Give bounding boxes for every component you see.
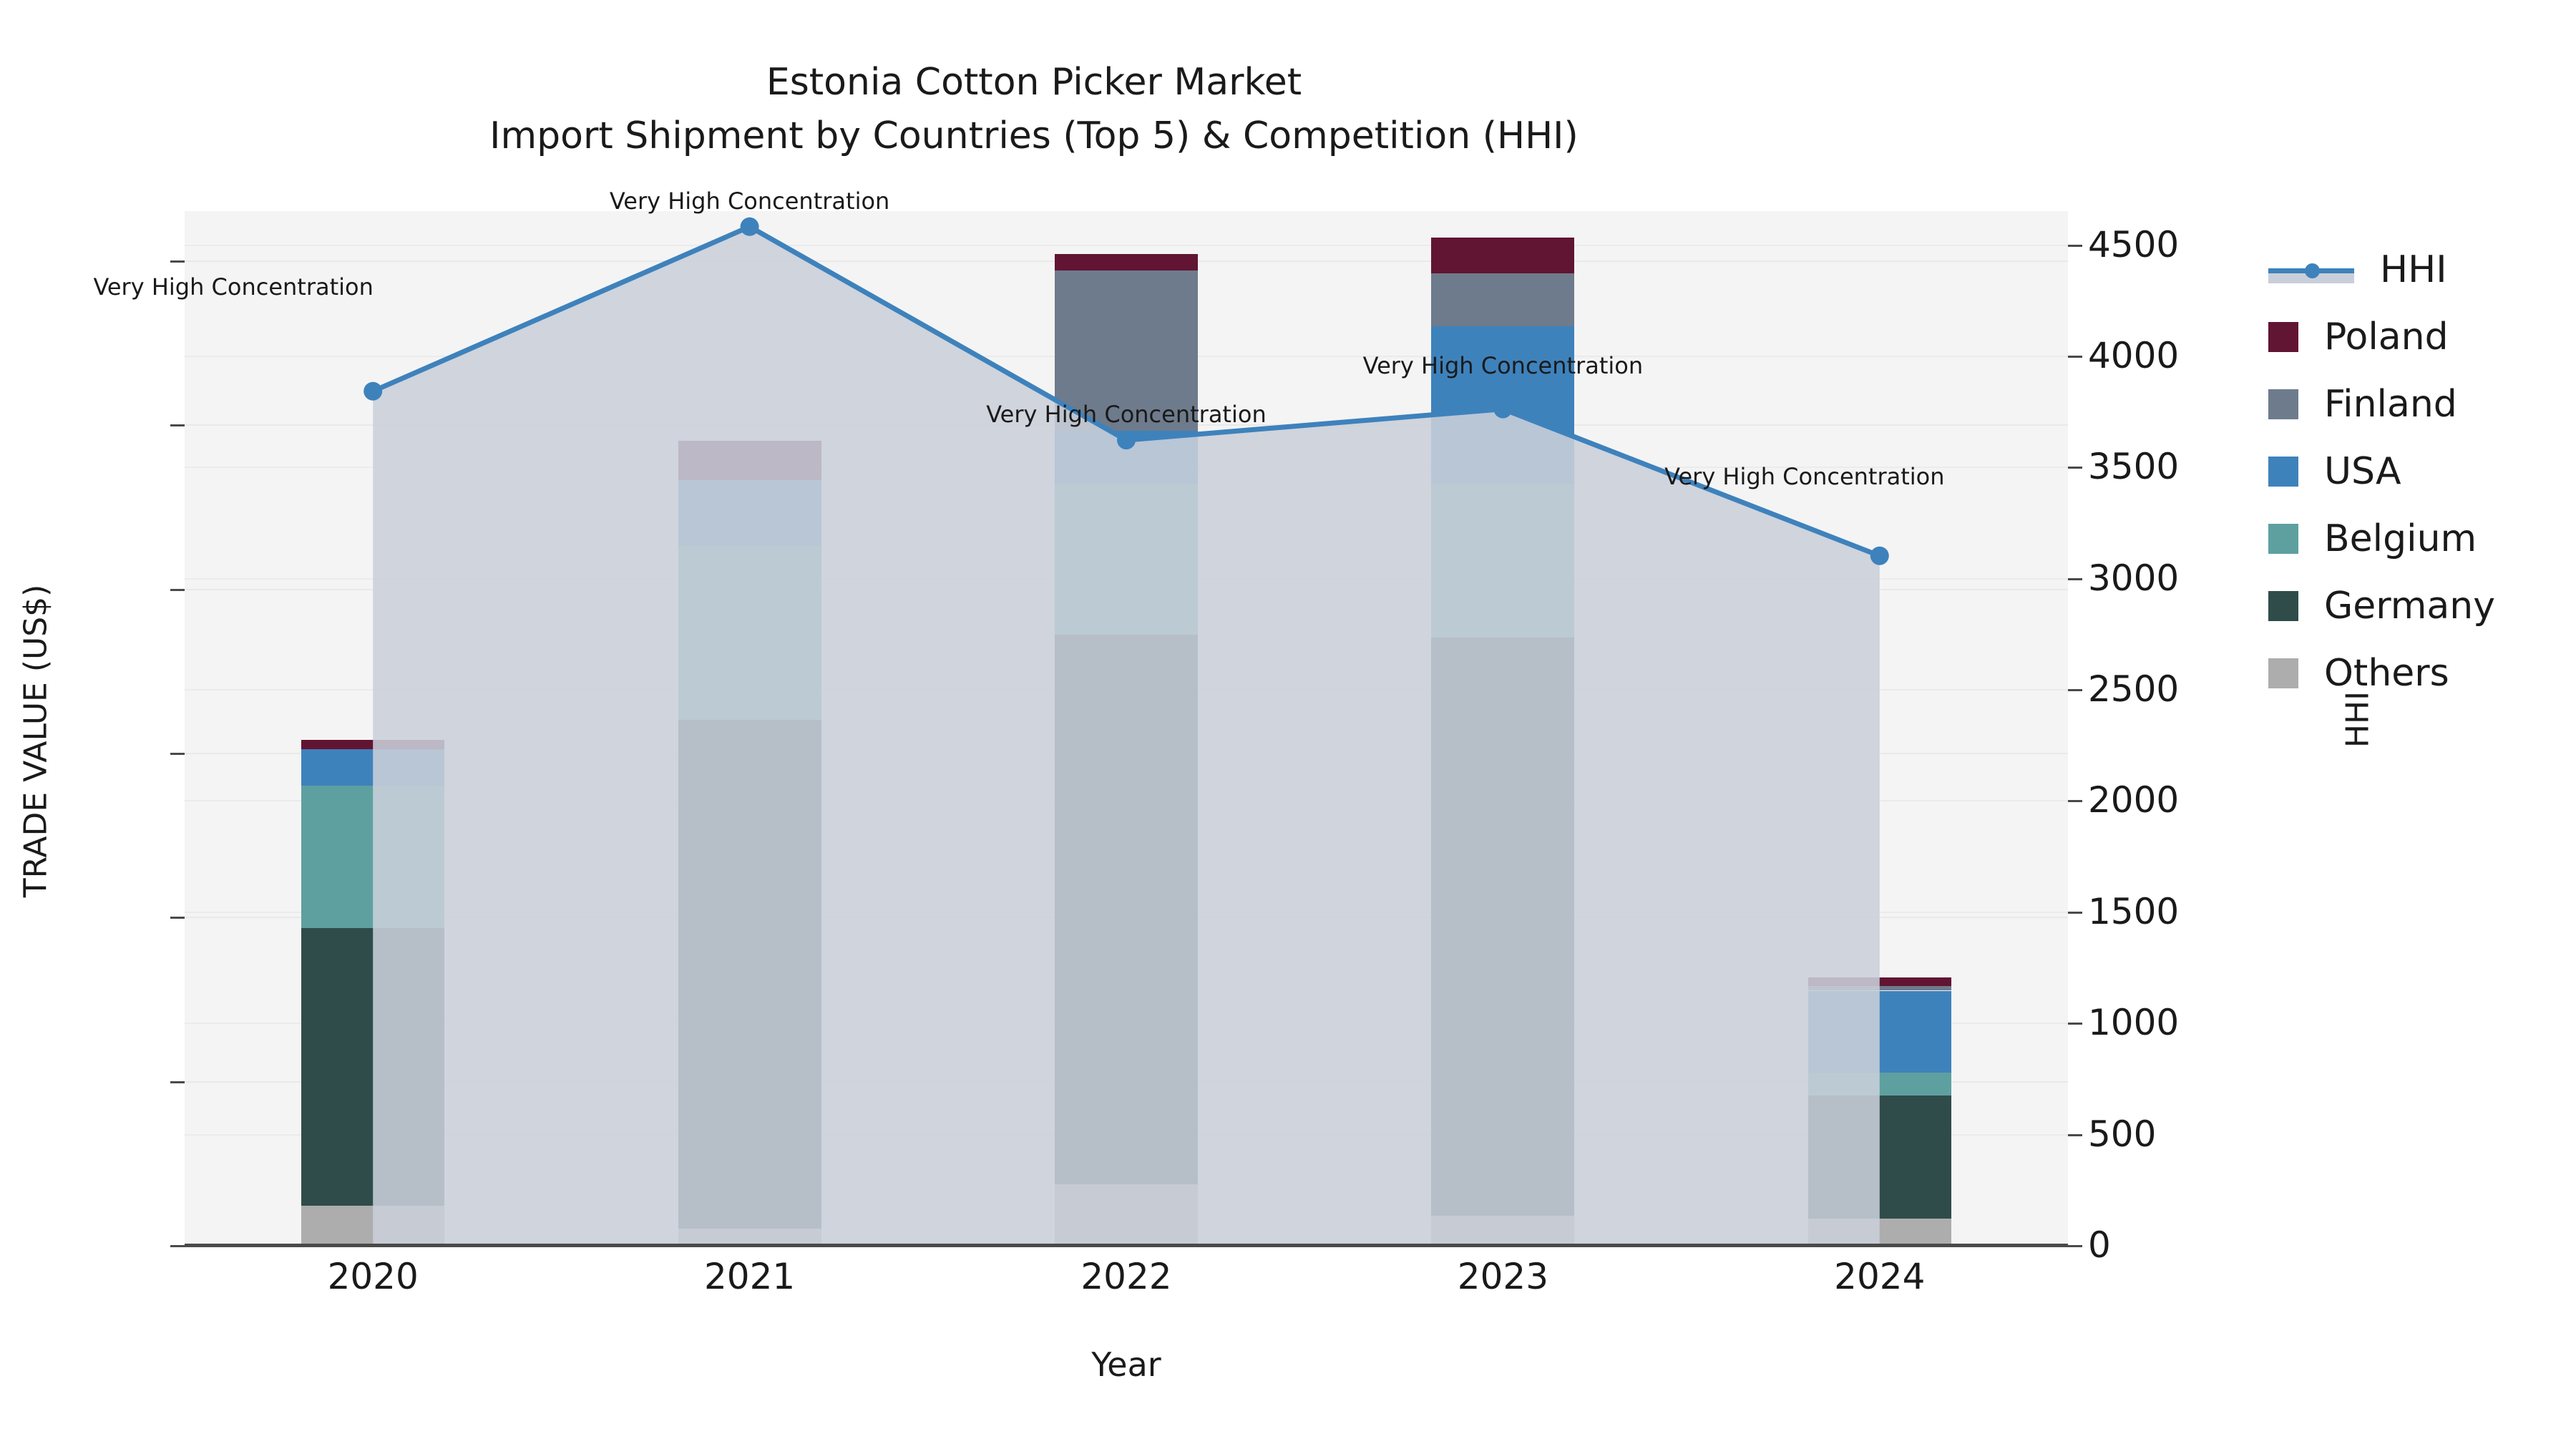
- legend-label: HHI: [2380, 248, 2447, 291]
- legend-item-belgium[interactable]: Belgium: [2268, 505, 2495, 572]
- y-tick-right: 500: [2088, 1113, 2157, 1155]
- bar-segment-finland[interactable]: [1055, 270, 1198, 431]
- x-tick-2022: 2022: [1080, 1256, 1172, 1297]
- y-tickmark-right: [2068, 355, 2082, 358]
- annotation-2021: Very High Concentration: [609, 187, 890, 215]
- legend-item-hhi[interactable]: HHI: [2268, 236, 2495, 303]
- annotation-2023: Very High Concentration: [1362, 351, 1644, 379]
- y-tick-right: 4000: [2088, 334, 2180, 376]
- legend-swatch-finland: [2268, 389, 2298, 419]
- y-tickmark-left: [170, 1080, 185, 1083]
- hhi-area-fill: [373, 226, 1880, 1245]
- hhi-marker-2023[interactable]: [1493, 399, 1513, 419]
- y-tick-right: 2500: [2088, 668, 2180, 711]
- y-tickmark-right: [2068, 911, 2082, 914]
- legend-label: Poland: [2324, 316, 2449, 358]
- x-tick-2020: 2020: [327, 1256, 419, 1297]
- annotation-2024: Very High Concentration: [1664, 462, 1945, 490]
- y-tickmark-right: [2068, 1133, 2082, 1136]
- y-tickmark-right: [2068, 467, 2082, 469]
- legend-label: Germany: [2324, 585, 2496, 628]
- bar-segment-poland[interactable]: [1431, 237, 1575, 274]
- chart-subtitle: Import Shipment by Countries (Top 5) & C…: [489, 114, 1579, 158]
- legend-swatch-germany: [2268, 591, 2298, 621]
- bar-segment-finland[interactable]: [1431, 273, 1575, 326]
- y-tickmark-right: [2068, 244, 2082, 247]
- legend-line-marker: [2268, 255, 2354, 285]
- y-tick-right: 1000: [2088, 1002, 2180, 1044]
- hhi-marker-2022[interactable]: [1117, 431, 1136, 450]
- y-tickmark-left: [170, 1245, 185, 1247]
- legend-item-finland[interactable]: Finland: [2268, 371, 2495, 438]
- legend-swatch-belgium: [2268, 524, 2298, 554]
- x-tick-2024: 2024: [1834, 1256, 1926, 1297]
- y-tick-right: 1500: [2088, 890, 2180, 932]
- annotation-2022: Very High Concentration: [986, 401, 1267, 429]
- legend-label: USA: [2324, 450, 2401, 493]
- y-tickmark-left: [170, 588, 185, 591]
- y-tick-right: 3000: [2088, 557, 2180, 599]
- hhi-marker-2024[interactable]: [1870, 546, 1889, 565]
- hhi-marker-2020[interactable]: [364, 381, 383, 401]
- legend-label: Finland: [2324, 383, 2457, 426]
- y-tickmark-right: [2068, 800, 2082, 803]
- y-tickmark-left: [170, 424, 185, 427]
- y-tick-right: 0: [2088, 1224, 2111, 1266]
- chart-title: Estonia Cotton Picker Market: [766, 61, 1302, 104]
- hhi-overlay: [364, 217, 1889, 1245]
- gridline-secondary: [185, 244, 2068, 246]
- legend-label: Belgium: [2324, 517, 2477, 560]
- y-tickmark-right: [2068, 689, 2082, 692]
- y-tick-right: 4500: [2088, 223, 2180, 265]
- y-tickmark-left: [170, 917, 185, 919]
- hhi-marker-2021[interactable]: [740, 217, 759, 236]
- x-axis-label: Year: [1091, 1345, 1161, 1384]
- legend-swatch-others: [2268, 658, 2298, 688]
- y-tickmark-right: [2068, 577, 2082, 580]
- legend-swatch-poland: [2268, 322, 2298, 352]
- legend-item-germany[interactable]: Germany: [2268, 572, 2495, 640]
- y-tickmark-left: [170, 260, 185, 263]
- legend-label: Others: [2324, 652, 2449, 695]
- x-tick-2021: 2021: [703, 1256, 796, 1297]
- chart-title-block: Estonia Cotton Picker Market Import Ship…: [0, 56, 2068, 164]
- legend: HHI Poland Finland USA Belgium Germany Others: [2268, 236, 2495, 707]
- y-tickmark-right: [2068, 1245, 2082, 1247]
- y-tickmark-right: [2068, 1023, 2082, 1025]
- plot-area: Very High Concentration Very High Concent…: [93, 187, 2068, 1246]
- legend-item-poland[interactable]: Poland: [2268, 303, 2495, 371]
- y-tick-right: 3500: [2088, 446, 2180, 488]
- legend-item-usa[interactable]: USA: [2268, 438, 2495, 505]
- y-tickmark-left: [170, 752, 185, 755]
- x-tick-2023: 2023: [1457, 1256, 1549, 1297]
- y-axis-left-label: TRADE VALUE (US$): [17, 584, 54, 898]
- hhi-markers: [364, 217, 1889, 565]
- bar-segment-poland[interactable]: [1055, 253, 1198, 270]
- x-axis-line: [185, 1244, 2068, 1247]
- legend-item-others[interactable]: Others: [2268, 640, 2495, 707]
- annotation-2020: Very High Concentration: [93, 273, 374, 301]
- y-tick-right: 2000: [2088, 779, 2180, 821]
- legend-swatch-usa: [2268, 457, 2298, 487]
